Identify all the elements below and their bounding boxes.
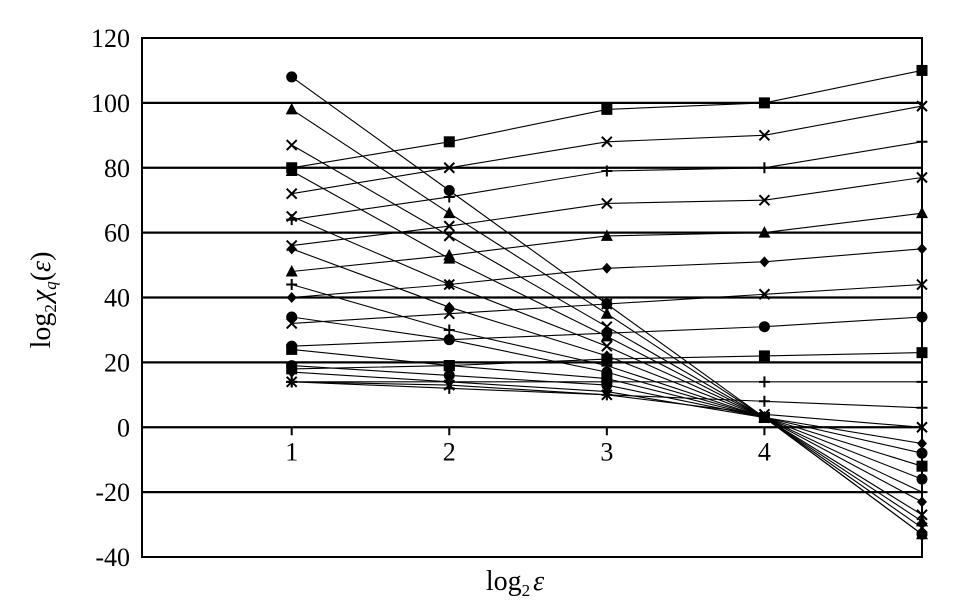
x-axis-label: log2 ε (486, 566, 544, 600)
data-point (285, 210, 298, 223)
series-6 (286, 243, 927, 303)
data-point (286, 292, 297, 303)
data-point (758, 162, 770, 174)
data-point (601, 136, 613, 148)
data-point (443, 278, 455, 291)
data-point (285, 187, 298, 200)
data-point (443, 308, 455, 320)
data-point (285, 376, 298, 388)
y-tick-label: 0 (117, 413, 130, 442)
series-2 (285, 100, 928, 200)
data-point (601, 197, 613, 210)
y-tick-label: 40 (104, 284, 130, 313)
data-point (286, 343, 298, 355)
data-point (286, 360, 298, 372)
data-point (758, 376, 770, 388)
data-point (443, 220, 455, 232)
data-point (758, 412, 770, 424)
data-point (443, 206, 456, 219)
data-point (759, 256, 770, 268)
data-point (601, 103, 613, 115)
data-point (443, 162, 455, 174)
y-tick-label: 20 (104, 348, 130, 377)
data-point (758, 97, 770, 109)
plot-frame (141, 37, 923, 558)
data-point (758, 395, 770, 407)
x-tick-label: 4 (758, 437, 771, 466)
data-point (601, 340, 613, 352)
data-point (600, 229, 613, 241)
x-tick-label: 2 (443, 437, 456, 466)
data-point (758, 321, 770, 333)
data-point (443, 334, 455, 346)
data-point (601, 320, 613, 333)
data-point (601, 298, 613, 310)
data-point (286, 279, 298, 291)
series-21 (285, 139, 928, 534)
data-point (443, 136, 455, 148)
data-point (443, 230, 455, 242)
data-point (600, 329, 613, 342)
data-point (286, 243, 297, 255)
data-point (601, 350, 612, 362)
data-point (444, 301, 455, 313)
data-point (443, 360, 455, 372)
x-tick-label: 1 (285, 437, 298, 466)
y-tick-label: -20 (95, 478, 130, 507)
data-point (286, 311, 298, 323)
data-point (758, 226, 771, 238)
data-point (600, 307, 613, 319)
series-line (291, 141, 923, 221)
series-4 (285, 171, 928, 252)
data-point (443, 324, 455, 336)
data-point (285, 102, 298, 115)
data-point (601, 360, 613, 372)
y-axis-label: log2χq(ε) (26, 252, 60, 349)
y-tick-label: 100 (91, 89, 130, 118)
data-point (285, 139, 298, 151)
data-point (601, 373, 613, 385)
x-axis-ticks: 1 2 3 4 (285, 427, 771, 466)
data-point (758, 288, 771, 300)
data-point (758, 129, 771, 142)
data-point (285, 164, 298, 176)
data-point (601, 165, 613, 177)
series-3 (286, 136, 928, 226)
data-point (601, 366, 613, 378)
data-point (758, 194, 771, 206)
series-line (291, 105, 923, 195)
y-tick-label: -40 (95, 543, 130, 572)
series-layer (285, 64, 928, 540)
y-tick-label: 60 (104, 219, 130, 248)
y-tick-label: 80 (104, 154, 130, 183)
data-point (286, 71, 298, 83)
x-tick-label: 3 (600, 437, 613, 466)
y-axis-ticks: -40 -20 0 20 40 60 80 100 120 (91, 24, 130, 572)
y-tick-label: 120 (91, 24, 130, 53)
data-point (758, 350, 770, 362)
series-line (291, 212, 923, 273)
data-point (601, 262, 612, 274)
data-point (443, 369, 455, 381)
data-point (443, 184, 455, 196)
series-line (291, 69, 923, 169)
data-point (285, 265, 298, 277)
data-point (443, 252, 456, 264)
